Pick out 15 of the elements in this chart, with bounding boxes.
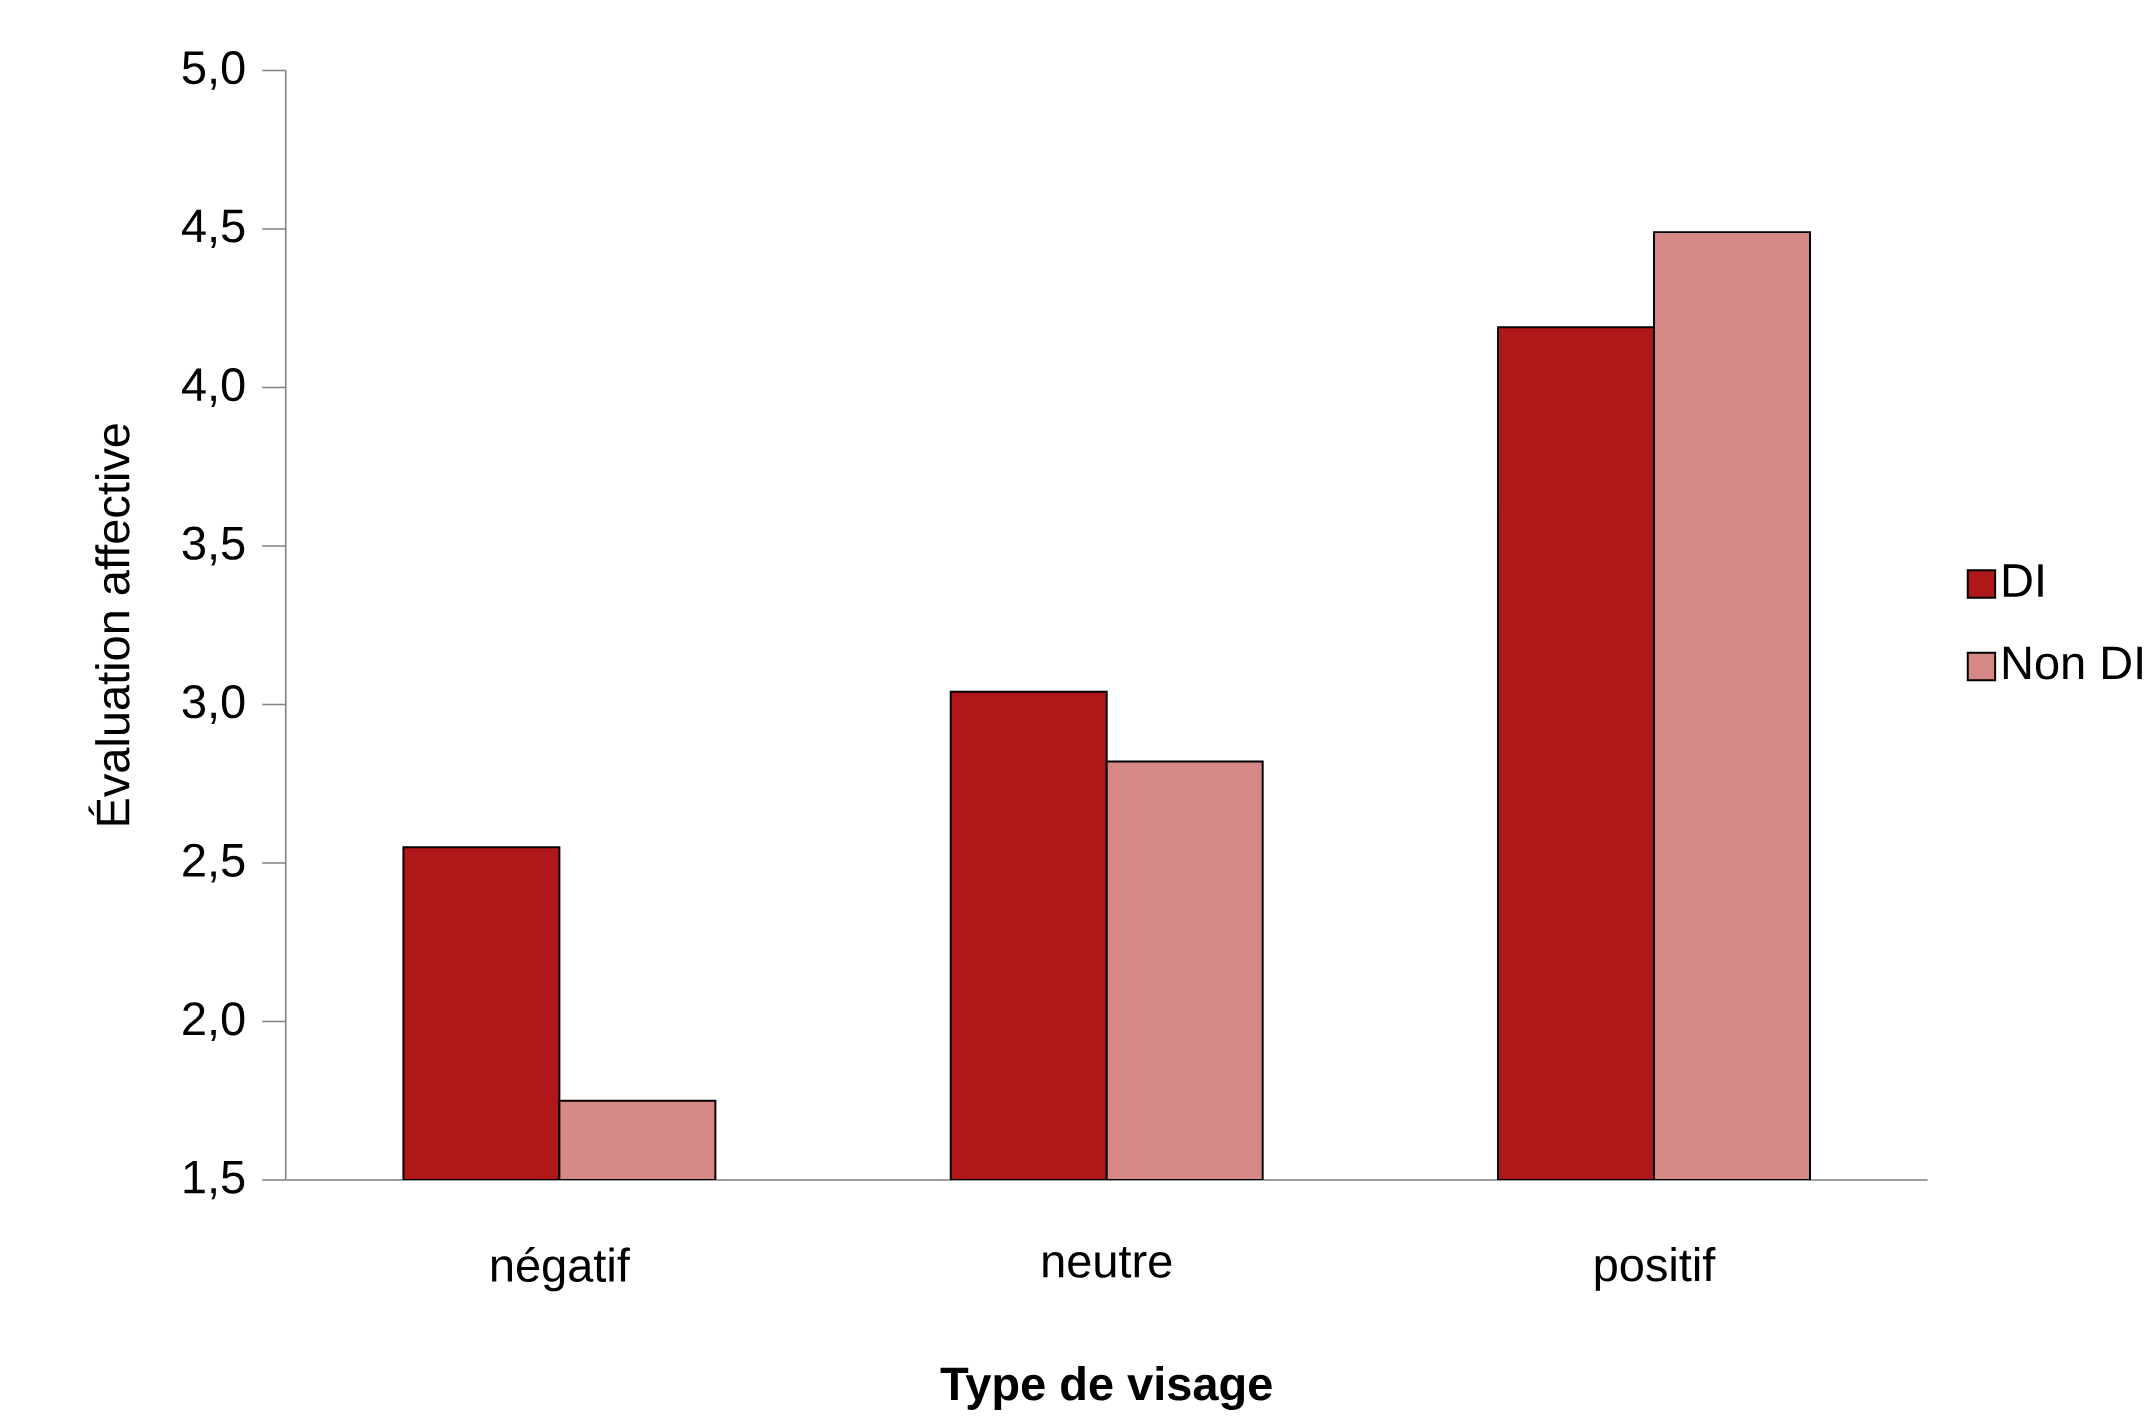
legend-label: Non DI [2003,646,2142,680]
y-tick-label: 3,5 [182,526,245,566]
y-tick-label: 2,5 [183,843,245,883]
x-tick-label: neutre [1043,1247,1172,1278]
y-tick-label: 5,0 [182,51,245,90]
y-tick-label: 4,5 [181,209,245,249]
y-tick-label: 3,0 [182,685,245,725]
y-tick-label: 4,0 [181,368,245,408]
x-axis-title: Type de visage [940,1366,1272,1411]
x-tick-label: négatif [492,1247,630,1292]
y-tick-label: 1,5 [184,1161,245,1200]
legend-label: DI [2003,564,2043,597]
y-axis-title: Évaluation affective [88,424,130,825]
y-tick-label: 2,0 [183,1002,245,1042]
x-tick-label: positif [1595,1247,1716,1291]
